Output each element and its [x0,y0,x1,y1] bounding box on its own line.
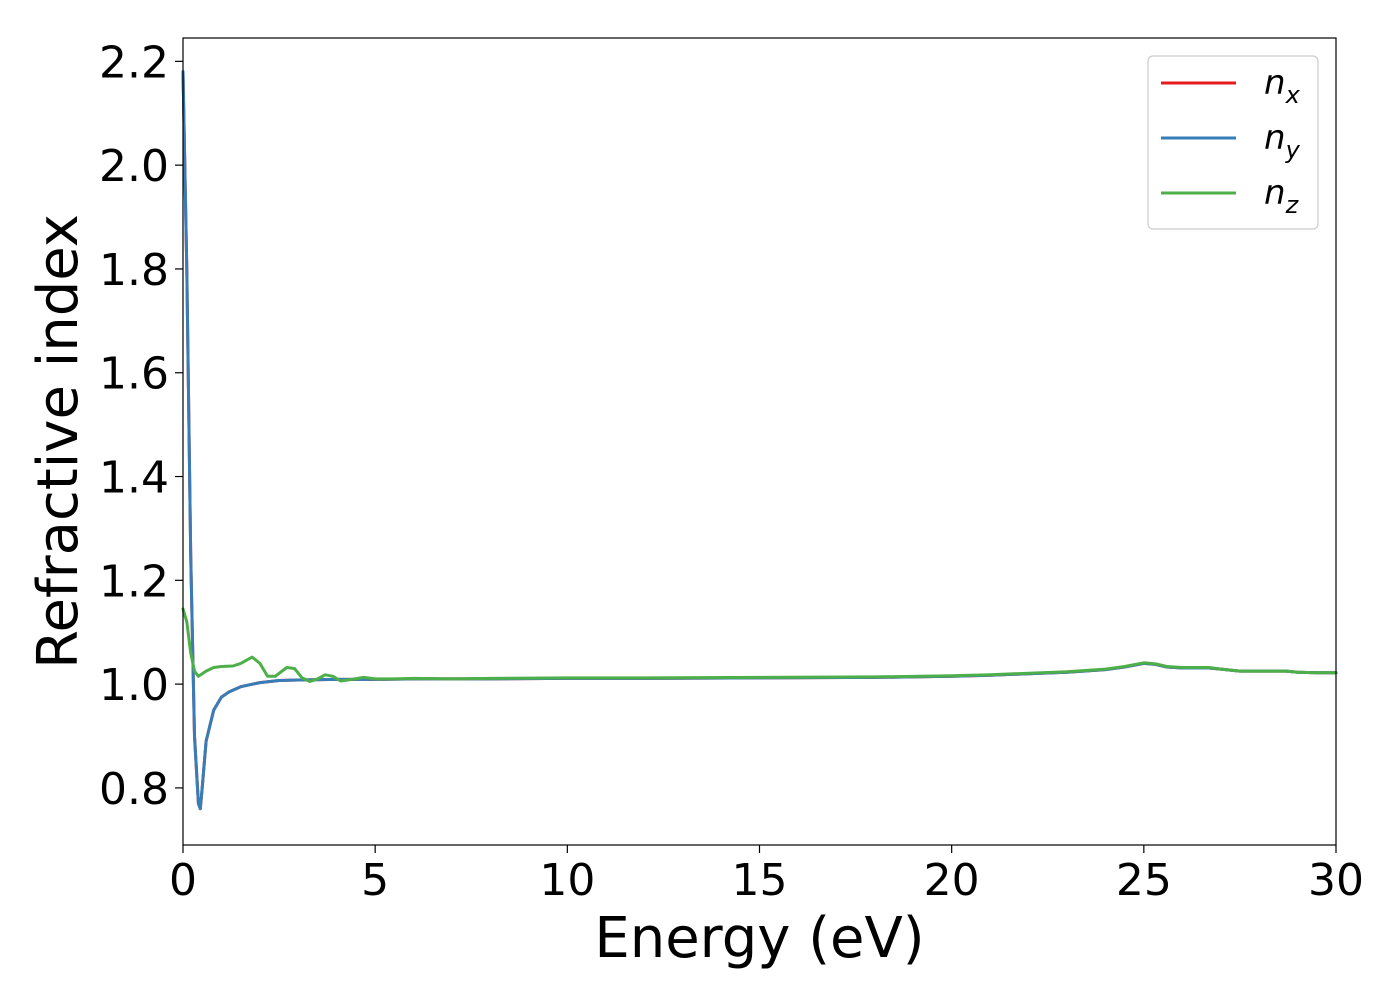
y-axis: 0.8 1.0 1.2 1.4 1.6 1.8 2.0 2.2 [99,37,183,815]
x-axis: 0 5 10 15 20 25 30 [169,845,1364,906]
x-tick-label: 15 [732,855,788,906]
x-tick-label: 5 [361,855,389,906]
x-tick-label: 25 [1116,855,1172,906]
legend: nx ny nz [1147,55,1319,230]
legend-box [1147,55,1319,230]
x-tick-label: 20 [924,855,980,906]
x-tick-label: 0 [169,855,197,906]
legend-label-nx: nx [1264,63,1301,109]
y-tick-label: 1.8 [99,245,169,296]
x-tick-label: 10 [539,855,595,906]
y-tick-label: 1.0 [99,660,169,711]
y-tick-label: 2.0 [99,141,169,192]
x-tick-label: 30 [1308,855,1364,906]
y-tick-label: 0.8 [99,764,169,815]
legend-label-nz: nz [1264,173,1300,219]
x-axis-label: Energy (eV) [594,906,924,971]
y-tick-label: 2.2 [99,37,169,88]
legend-label-ny: ny [1264,118,1301,164]
series-line-nz [181,607,1338,683]
y-tick-label: 1.4 [99,453,169,504]
series-layer [181,70,1338,811]
y-axis-label: Refractive index [26,214,91,669]
y-tick-label: 1.6 [99,349,169,400]
y-tick-label: 1.2 [99,556,169,607]
